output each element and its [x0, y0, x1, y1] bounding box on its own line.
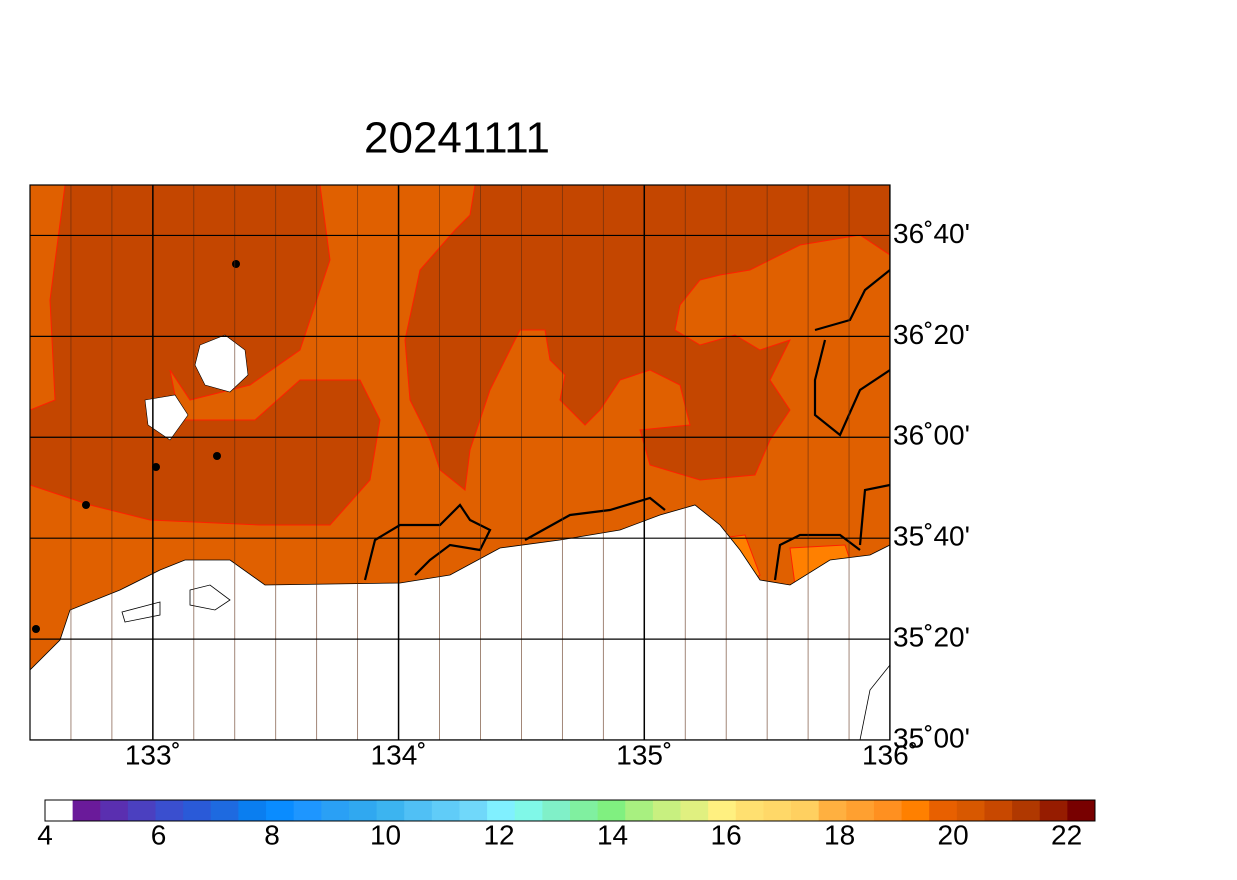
sst-field: [30, 185, 890, 740]
station: [232, 260, 240, 268]
map-title: 20241111: [364, 114, 550, 163]
y-tick-label: 36˚40': [893, 218, 970, 249]
colorbar-tick-label: 10: [370, 819, 401, 850]
colorbar-box: [597, 800, 626, 821]
colorbar-tick-label: 14: [597, 819, 628, 850]
colorbar-box: [127, 800, 157, 821]
x-tick-label: 134˚: [371, 739, 427, 770]
station: [152, 463, 160, 471]
colorbar-tick-label: 8: [264, 819, 280, 850]
colorbar-tick-label: 22: [1051, 819, 1082, 850]
station: [213, 452, 221, 460]
colorbar-box: [321, 800, 350, 821]
colorbar-tick-label: 20: [938, 819, 969, 850]
colorbar-box: [376, 800, 405, 821]
colorbar-tick-label: 18: [824, 819, 855, 850]
x-tick-label: 133˚: [125, 739, 181, 770]
colorbar-box: [1012, 800, 1041, 821]
x-tick-label: 135˚: [616, 739, 672, 770]
colorbar-tick-label: 4: [37, 819, 53, 850]
y-tick-label: 36˚00': [893, 420, 970, 451]
colorbar-box: [652, 800, 682, 821]
axis-labels: 133˚ 134˚ 135˚ 136˚35˚00' 35˚20' 35˚40' 36˚00'…: [125, 218, 970, 771]
map-frame: [29, 184, 891, 741]
station: [32, 625, 40, 633]
y-tick-label: 35˚40': [893, 521, 970, 552]
colorbar-box: [293, 800, 322, 821]
colorbar-box: [72, 800, 101, 821]
y-tick-label: 35˚20': [893, 621, 970, 652]
colorbar-box: [1067, 800, 1096, 821]
colorbar-box: [542, 800, 571, 821]
colorbar-box: [984, 800, 1013, 821]
colorbar-box: [348, 800, 378, 821]
y-tick-label: 35˚00': [893, 722, 970, 753]
colorbar-tick-label: 16: [711, 819, 742, 850]
colorbar-box: [459, 800, 488, 821]
colorbar-box: [846, 800, 875, 821]
colorbar-box: [404, 800, 433, 821]
contour: [813, 269, 890, 437]
y-tick-label: 36˚20': [893, 319, 970, 350]
colorbar-box: [266, 800, 295, 821]
coastline: [121, 584, 890, 740]
colorbar-box: [680, 800, 709, 821]
colorbar-box: [210, 800, 239, 821]
colorbar-box: [818, 800, 847, 821]
colorbar-box: [487, 800, 516, 821]
land: [30, 504, 890, 740]
colorbar-box: [791, 800, 820, 821]
contour: [363, 496, 666, 581]
colorbar-tick-label: 6: [151, 819, 167, 850]
x-tick-label: 136˚: [862, 739, 918, 770]
colorbar-box: [45, 800, 74, 821]
colorbar-box: [570, 800, 599, 821]
colorbar: 4 6 8 10 12 14 16 18 20 22: [37, 799, 1096, 850]
colorbar-box: [625, 800, 654, 821]
colorbar-box: [183, 800, 212, 821]
colorbar-box: [431, 800, 460, 821]
station: [82, 501, 90, 509]
colorbar-box: [238, 800, 267, 821]
colorbar-box: [708, 800, 737, 821]
colorbar-box: [1039, 800, 1068, 821]
colorbar-box: [901, 800, 930, 821]
colorbar-box: [929, 800, 958, 821]
colorbar-box: [735, 800, 764, 821]
colorbar-box: [956, 800, 985, 821]
island: [144, 394, 189, 441]
colorbar-frame: [44, 799, 1096, 822]
contour: [773, 483, 890, 581]
colorbar-box: [100, 800, 129, 821]
graticule: [30, 185, 890, 740]
colorbar-box: [155, 800, 184, 821]
colorbar-box: [763, 800, 792, 821]
colorbar-box: [514, 800, 543, 821]
colorbar-box: [873, 800, 903, 821]
colorbar-tick-label: 12: [483, 819, 514, 850]
